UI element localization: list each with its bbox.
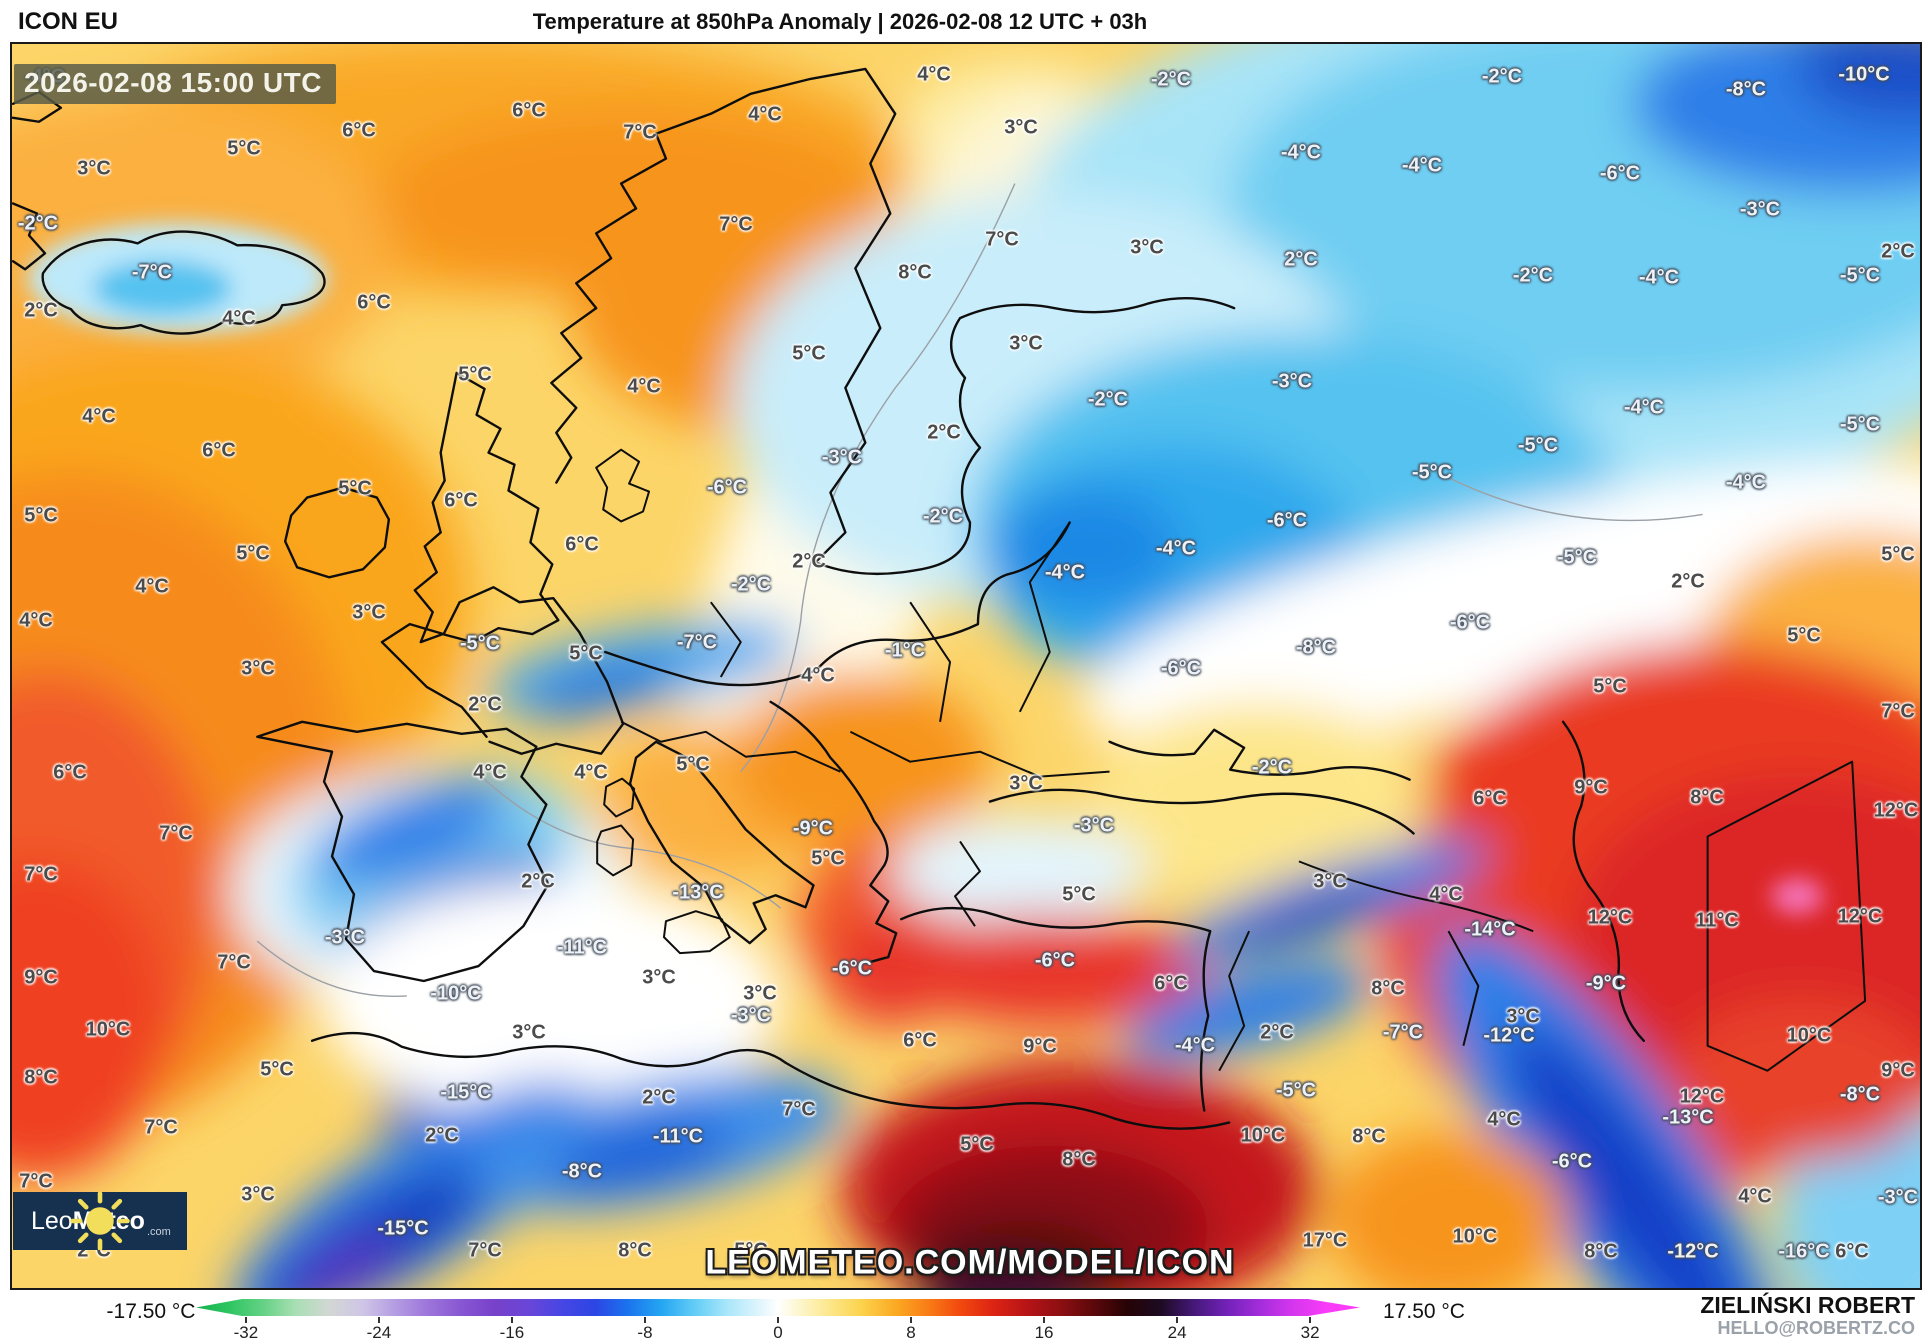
chart-title: Temperature at 850hPa Anomaly | 2026-02-… [532, 9, 1148, 34]
map-canvas: -4°C6°C7°C4°C4°C6°C5°C3°C-2°C-7°C2°C7°C8… [10, 42, 1922, 1290]
coastline-layer [12, 67, 1867, 1130]
legend-tick-label: 24 [1167, 1323, 1187, 1338]
timestamp-badge: 2026-02-08 15:00 UTC [14, 64, 336, 104]
legend-tick-mark [910, 1317, 913, 1323]
legend-tick-label: 32 [1300, 1323, 1320, 1338]
legend-tick-mark [510, 1317, 513, 1323]
logo-suffix: .com [146, 1226, 171, 1238]
contour-lines [256, 183, 1703, 998]
legend-tick-mark [777, 1317, 779, 1323]
legend-tick-mark [244, 1317, 247, 1323]
legend-tick-label: -24 [366, 1323, 392, 1338]
legend-min-label: -17.50 °C [106, 1300, 196, 1323]
legend-tick-label: -8 [637, 1323, 653, 1338]
legend-max-label: 17.50 °C [1383, 1300, 1465, 1323]
legend-tick-mark [377, 1317, 380, 1323]
legend-tick-label: 16 [1034, 1323, 1054, 1338]
legend-tick-label: -16 [499, 1323, 525, 1338]
legend-colorbar [196, 1299, 1360, 1316]
legend-tick-label: 0 [773, 1323, 783, 1338]
leometeo-logo: LeoMeteo .com [13, 1192, 187, 1250]
model-name: ICON EU [18, 8, 119, 35]
contact-email: HELLO@ROBERTZ.CO [1717, 1318, 1915, 1338]
legend-tick-label: -32 [233, 1323, 259, 1338]
anomaly-color-details [28, 223, 1824, 915]
author-name: ZIELIŃSKI ROBERT [1700, 1292, 1915, 1318]
legend-tick-mark [1176, 1317, 1179, 1323]
anomaly-color-blobs [12, 44, 1920, 1288]
watermark: LEOMETEO.COM/MODEL/ICON [705, 1243, 1235, 1282]
legend-tick-label: 8 [906, 1323, 916, 1338]
sun-icon [70, 1192, 130, 1250]
header-bar: ICON EU Temperature at 850hPa Anomaly | … [0, 0, 1932, 40]
anomaly-field-graphic [12, 44, 1920, 1288]
legend-tick-mark [1043, 1317, 1046, 1323]
legend-tick-mark [643, 1317, 646, 1323]
legend-tick-mark [1309, 1317, 1312, 1323]
